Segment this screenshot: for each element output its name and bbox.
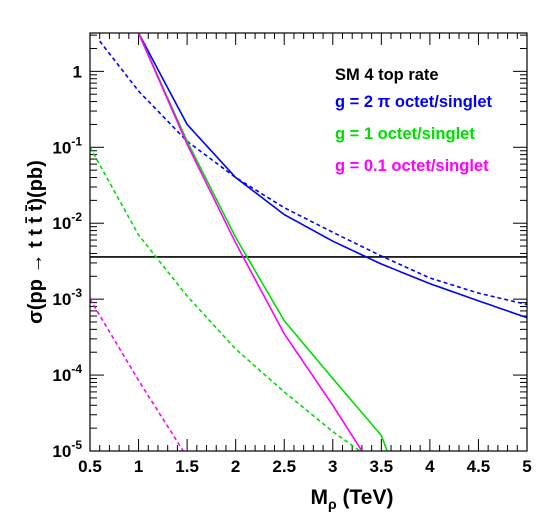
x-tick-label: 1 [134, 457, 143, 476]
y-tick-label: 10-2 [52, 210, 82, 233]
x-tick-label: 2.5 [272, 457, 296, 476]
series-line [90, 146, 361, 451]
series-lines [90, 33, 527, 451]
y-tick-label: 1 [73, 62, 82, 81]
x-tick-labels: 0.5 1 1.5 2 2.5 3 3.5 4 4.5 5 [78, 457, 532, 476]
legend-entry: g = 1 octet/singlet [335, 125, 475, 143]
x-axis-title: Mρ (TeV) [311, 486, 394, 512]
x-tick-label: 4.5 [467, 457, 491, 476]
y-tick-label: 10-4 [52, 362, 82, 385]
x-tick-label: 1.5 [175, 457, 199, 476]
x-tick-label: 3.5 [370, 457, 394, 476]
x-tick-label: 3 [328, 457, 337, 476]
x-tick-label: 4 [425, 457, 435, 476]
y-tick-labels: 10-5 10-4 10-3 10-2 10-1 1 [52, 62, 82, 461]
legend-entry: g = 2 π octet/singlet [335, 93, 493, 111]
plot-frame [89, 32, 528, 452]
y-tick-label: 10-1 [52, 134, 82, 157]
y-axis-title: σ(pp → t t t̄ t̄)(pb) [25, 160, 47, 324]
x-tick-label: 0.5 [78, 457, 102, 476]
legend: SM 4 top rate g = 2 π octet/singlet g = 1 … [335, 66, 493, 175]
legend-entry: SM 4 top rate [335, 66, 439, 84]
y-tick-label: 10-3 [52, 286, 82, 309]
axis-ticks [89, 33, 528, 452]
legend-entry: g = 0.1 octet/singlet [335, 157, 489, 175]
series-line [90, 298, 184, 451]
series-line [137, 33, 363, 451]
series-line [99, 40, 527, 306]
x-tick-label: 2 [231, 457, 240, 476]
series-line [137, 33, 527, 319]
y-tick-label: 10-5 [52, 438, 82, 461]
x-tick-label: 5 [522, 457, 531, 476]
series-line [137, 33, 388, 451]
